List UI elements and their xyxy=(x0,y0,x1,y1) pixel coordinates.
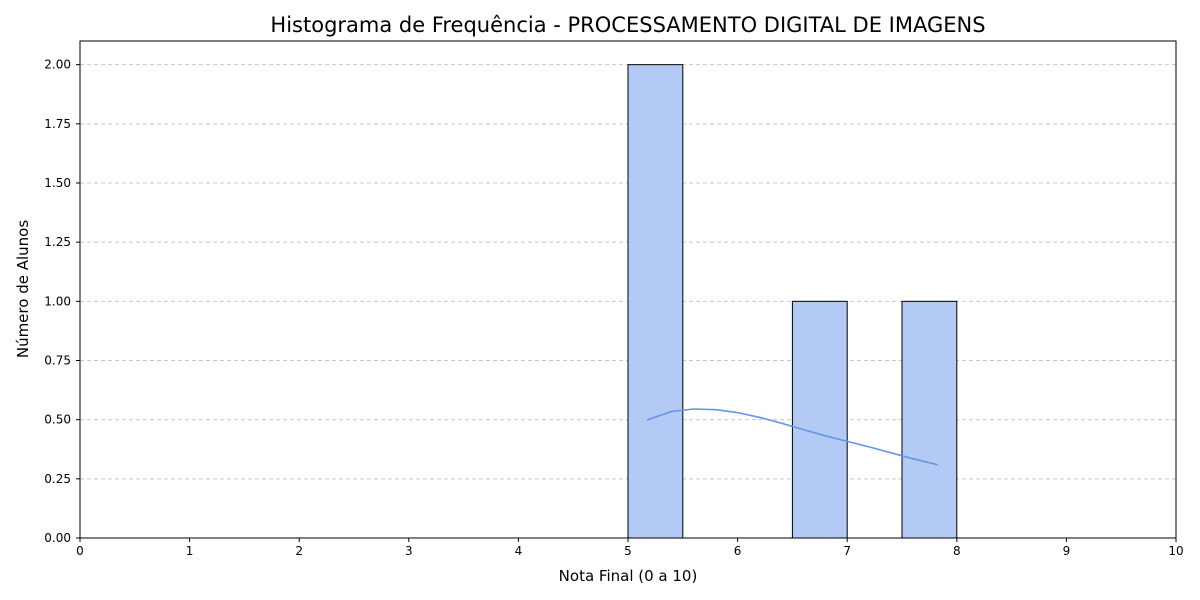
x-axis-title: Nota Final (0 a 10) xyxy=(559,567,698,585)
kde-curve xyxy=(646,408,938,466)
histogram-bar-1 xyxy=(791,300,848,539)
x-tick-label-4: 4 xyxy=(515,544,523,558)
histogram-bar-2 xyxy=(901,300,958,539)
kde-curve-layer xyxy=(646,408,938,466)
y-tick-label-6: 1.50 xyxy=(44,176,71,190)
x-tick-label-7: 7 xyxy=(843,544,851,558)
x-tick-label-10: 10 xyxy=(1168,544,1183,558)
x-tick-label-0: 0 xyxy=(76,544,84,558)
x-axis-ticks: 0 1 2 3 4 5 6 7 8 9 10 xyxy=(76,538,1184,558)
y-tick-label-7: 1.75 xyxy=(44,117,71,131)
x-tick-label-5: 5 xyxy=(624,544,632,558)
x-tick-label-1: 1 xyxy=(186,544,194,558)
x-tick-label-9: 9 xyxy=(1063,544,1071,558)
chart-title: Histograma de Frequência - PROCESSAMENTO… xyxy=(270,13,985,37)
y-tick-label-1: 0.25 xyxy=(44,472,71,486)
x-tick-label-3: 3 xyxy=(405,544,413,558)
x-tick-label-2: 2 xyxy=(295,544,303,558)
y-tick-label-4: 1.00 xyxy=(44,294,71,308)
x-tick-label-8: 8 xyxy=(953,544,961,558)
y-tick-label-5: 1.25 xyxy=(44,235,71,249)
y-tick-label-2: 0.50 xyxy=(44,413,71,427)
y-axis-ticks: 0.00 0.25 0.50 0.75 1.00 1.25 1.50 1.75 2.00 xyxy=(44,58,80,545)
histogram-bars xyxy=(627,64,958,539)
y-tick-label-8: 2.00 xyxy=(44,58,71,72)
y-axis-title: Número de Alunos xyxy=(14,220,32,358)
y-tick-label-3: 0.75 xyxy=(44,354,71,368)
histogram-bar-0 xyxy=(627,64,684,539)
x-tick-label-6: 6 xyxy=(734,544,742,558)
y-tick-label-0: 0.00 xyxy=(44,531,71,545)
